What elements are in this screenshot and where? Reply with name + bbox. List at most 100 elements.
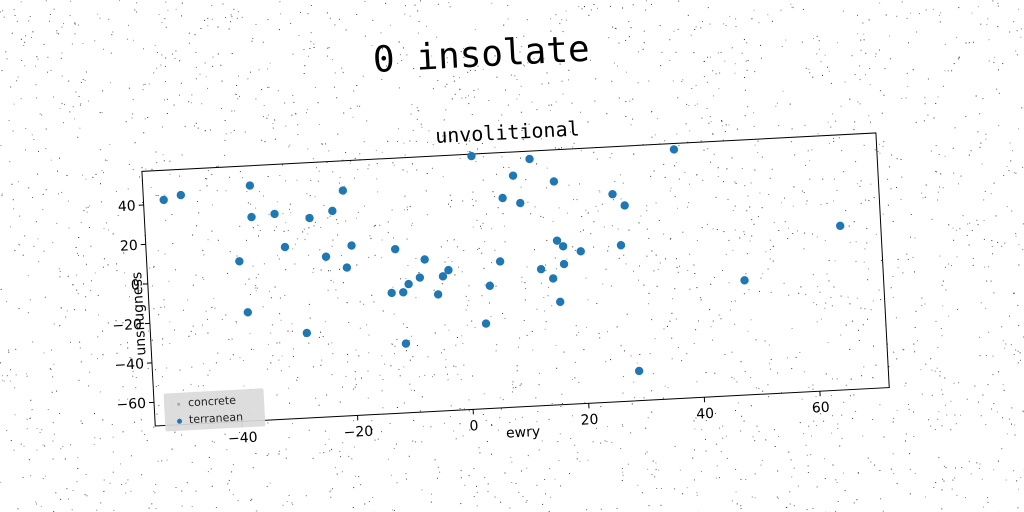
noise-speck	[976, 462, 978, 464]
noise-speck	[209, 129, 211, 131]
noise-speck	[857, 472, 859, 474]
noise-speck	[654, 476, 656, 478]
noise-speck	[824, 458, 826, 460]
noise-speck	[348, 455, 350, 457]
noise-speck	[869, 68, 871, 69]
noise-speck	[998, 371, 1000, 373]
noise-speck	[705, 450, 707, 452]
noise-speck	[239, 95, 240, 97]
noise-speck	[753, 9, 755, 11]
noise-speck	[813, 38, 814, 39]
noise-speck	[425, 25, 427, 27]
noise-speck	[241, 16, 243, 18]
noise-speck	[500, 501, 502, 503]
noise-speck	[565, 19, 567, 21]
noise-speck	[82, 43, 84, 44]
noise-speck	[754, 71, 756, 73]
noise-speck	[352, 507, 354, 508]
noise-speck	[865, 52, 867, 54]
noise-speck	[112, 471, 114, 473]
noise-speck	[950, 265, 952, 267]
noise-speck	[945, 467, 947, 469]
noise-speck	[950, 400, 952, 402]
noise-speck	[68, 227, 70, 229]
noise-speck	[57, 170, 58, 172]
noise-speck	[516, 79, 518, 80]
noise-speck	[832, 464, 834, 466]
noise-speck	[179, 94, 180, 96]
noise-speck	[128, 87, 130, 89]
noise-speck	[487, 483, 489, 485]
noise-speck	[597, 7, 598, 9]
noise-speck	[1, 375, 3, 377]
noise-speck	[907, 86, 909, 87]
noise-speck	[802, 8, 804, 10]
noise-speck	[867, 457, 869, 459]
noise-speck	[78, 254, 79, 256]
noise-speck	[914, 271, 915, 273]
noise-speck	[82, 79, 84, 80]
noise-speck	[827, 66, 828, 68]
noise-speck	[85, 178, 87, 180]
noise-speck	[66, 488, 68, 490]
noise-speck	[83, 210, 85, 212]
noise-speck	[89, 371, 91, 373]
noise-speck	[1015, 349, 1017, 351]
noise-speck	[916, 340, 918, 342]
noise-speck	[915, 310, 917, 312]
noise-speck	[735, 468, 737, 470]
noise-speck	[44, 475, 46, 477]
noise-speck	[72, 284, 74, 286]
noise-speck	[303, 49, 305, 50]
noise-speck	[18, 308, 20, 310]
noise-speck	[36, 56, 38, 58]
noise-speck	[292, 504, 294, 506]
noise-speck	[944, 70, 946, 72]
noise-speck	[741, 52, 743, 54]
noise-speck	[69, 15, 71, 17]
noise-speck	[752, 436, 754, 438]
noise-speck	[372, 496, 374, 498]
noise-speck	[151, 503, 153, 505]
noise-speck	[13, 449, 15, 451]
noise-speck	[291, 114, 293, 116]
noise-speck	[905, 97, 907, 99]
noise-speck	[1001, 326, 1003, 328]
noise-speck	[965, 42, 967, 44]
noise-speck	[476, 492, 478, 494]
noise-speck	[789, 491, 791, 493]
noise-speck	[970, 473, 972, 475]
noise-speck	[204, 130, 206, 132]
noise-speck	[972, 258, 974, 259]
noise-speck	[936, 367, 938, 369]
noise-speck	[25, 373, 27, 375]
noise-speck	[997, 2, 999, 4]
noise-speck	[648, 505, 650, 507]
noise-speck	[892, 296, 894, 298]
noise-speck	[278, 453, 280, 455]
data-point-terranean	[576, 247, 585, 256]
noise-speck	[451, 98, 453, 100]
noise-speck	[110, 82, 111, 84]
noise-speck	[746, 42, 748, 44]
noise-speck	[181, 505, 183, 507]
noise-speck	[52, 242, 54, 244]
noise-speck	[77, 456, 79, 458]
noise-speck	[694, 104, 696, 106]
noise-speck	[297, 124, 299, 126]
noise-speck	[53, 96, 54, 98]
noise-speck	[516, 98, 518, 100]
noise-speck	[927, 78, 929, 80]
noise-speck	[284, 102, 286, 104]
noise-speck	[710, 56, 711, 58]
noise-speck	[897, 258, 899, 260]
noise-speck	[507, 18, 509, 20]
noise-speck	[194, 34, 196, 36]
noise-speck	[70, 444, 72, 446]
noise-speck	[9, 226, 11, 228]
noise-speck	[1002, 417, 1004, 419]
noise-speck	[224, 120, 226, 121]
noise-speck	[39, 432, 41, 434]
noise-speck	[79, 104, 81, 106]
noise-speck	[935, 482, 937, 484]
